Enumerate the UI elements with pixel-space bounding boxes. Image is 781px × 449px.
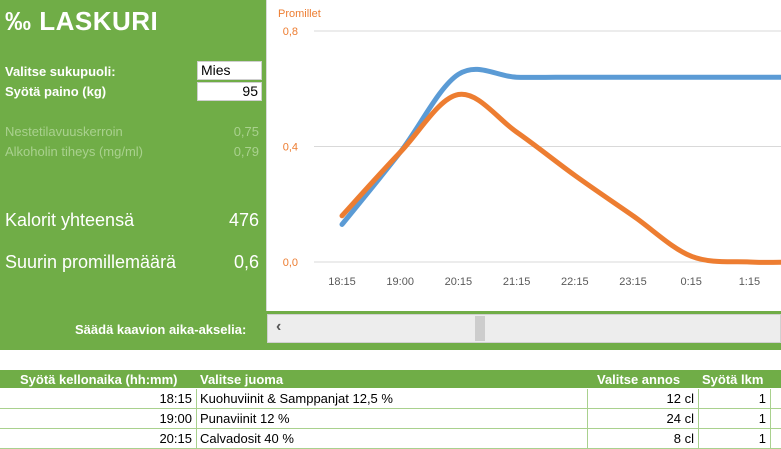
max-permille-label: Suurin promillemäärä [5, 252, 177, 272]
scroll-thumb[interactable] [475, 316, 485, 341]
gender-label: Valitse sukupuoli: [5, 64, 116, 79]
header-portion: Valitse annos [597, 372, 681, 387]
x-tick-label: 21:15 [503, 276, 531, 288]
portion-cell[interactable]: 24 cl [588, 409, 699, 428]
time-cell[interactable]: 20:15 [0, 429, 197, 448]
time-cell[interactable]: 19:00 [0, 409, 197, 428]
x-tick-label: 20:15 [445, 276, 473, 288]
header-drink: Valitse juoma [200, 372, 284, 387]
count-cell[interactable]: 1 [699, 409, 771, 428]
time-axis-scrollbar[interactable]: ‹ [267, 314, 781, 343]
alcohol-density-value: 0,79 [233, 144, 259, 159]
weight-label: Syötä paino (kg) [5, 84, 107, 99]
max-permille-value: 0,6 [233, 252, 259, 272]
app-title: ‰ LASKURI [5, 6, 159, 36]
y-tick-label: 0,0 [283, 257, 298, 269]
time-axis-label: Säädä kaavion aika-akselia: [75, 322, 247, 337]
x-tick-label: 18:15 [328, 276, 356, 288]
count-cell[interactable]: 1 [699, 389, 771, 408]
y-tick-label: 0,4 [283, 142, 298, 154]
drink-cell[interactable]: Calvadosit 40 % [197, 429, 588, 448]
scroll-left-arrow-icon[interactable]: ‹ [276, 318, 282, 335]
x-tick-label: 0:15 [680, 276, 701, 288]
header-count: Syötä lkm [702, 372, 764, 387]
y-axis-title: Promillet [278, 8, 321, 20]
portion-cell[interactable]: 8 cl [588, 429, 699, 448]
fluid-coefficient-value: 0,75 [233, 124, 259, 139]
x-tick-label: 22:15 [561, 276, 589, 288]
spacer [0, 350, 781, 370]
drink-cell[interactable]: Punaviinit 12 % [197, 409, 588, 428]
calories-label: Kalorit yhteensä [5, 210, 135, 230]
gender-select[interactable]: Mies [197, 61, 262, 80]
y-tick-label: 0,8 [283, 26, 298, 38]
drinks-table-header [0, 370, 781, 388]
alcohol-density-label: Alkoholin tiheys (mg/ml) [5, 144, 143, 159]
permille-chart: Promillet 0,8 0,4 0,0 18:15 19:00 20:15 21:15 2… [266, 0, 781, 311]
chart-plot: 0,8 0,4 0,0 18:15 19:00 20:15 21:15 22:15 23:15 0… [283, 26, 781, 288]
drink-cell[interactable]: Kuohuviinit & Samppanjat 12,5 % [197, 389, 588, 408]
count-cell[interactable]: 1 [699, 429, 771, 448]
weight-input[interactable]: 95 [197, 82, 262, 101]
time-cell[interactable]: 18:15 [0, 389, 197, 408]
table-row: 19:00 Punaviinit 12 % 24 cl 1 [0, 409, 781, 429]
fluid-coefficient-label: Nestetilavuuskerroin [5, 124, 123, 139]
table-row: 20:15 Calvadosit 40 % 8 cl 1 [0, 429, 781, 449]
calories-value: 476 [228, 210, 259, 230]
x-tick-label: 23:15 [619, 276, 647, 288]
header-time: Syötä kellonaika (hh:mm) [20, 372, 178, 387]
series-line-1 [339, 91, 781, 265]
table-row: 18:15 Kuohuviinit & Samppanjat 12,5 % 12… [0, 389, 781, 409]
settings-panel: ‰ LASKURI Valitse sukupuoli: Mies Syötä … [0, 0, 266, 311]
x-tick-label: 1:15 [739, 276, 760, 288]
x-tick-label: 19:00 [386, 276, 414, 288]
portion-cell[interactable]: 12 cl [588, 389, 699, 408]
